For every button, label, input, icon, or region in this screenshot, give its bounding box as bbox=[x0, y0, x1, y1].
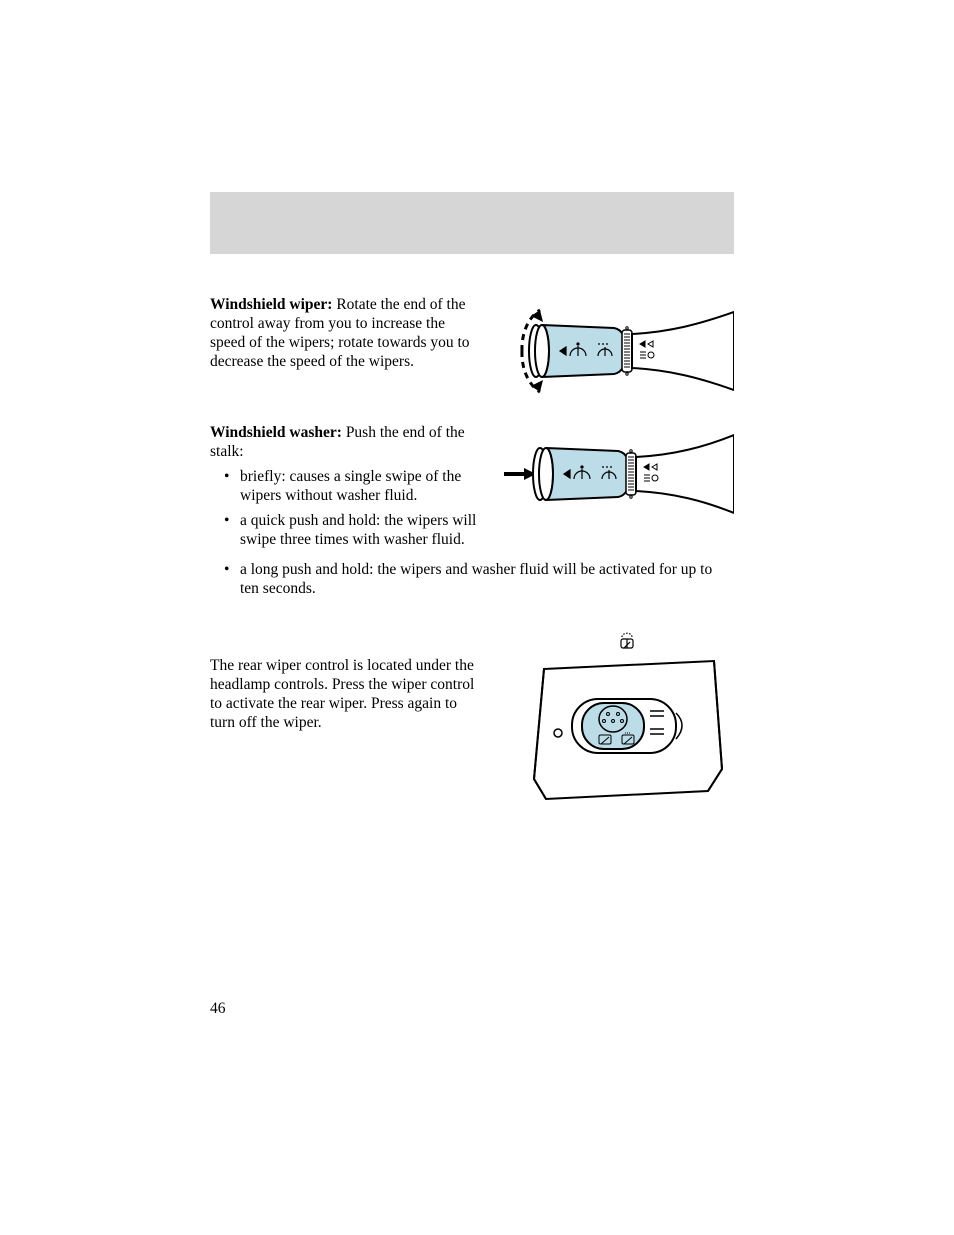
rear-para: The rear wiper control is located under … bbox=[210, 657, 480, 733]
page-number: 46 bbox=[210, 1000, 226, 1018]
header-bar bbox=[210, 192, 734, 254]
content-area: Windshield wiper: Rotate the end of the … bbox=[210, 296, 734, 837]
page: Windshield wiper: Rotate the end of the … bbox=[0, 0, 954, 1235]
wiper-figure bbox=[500, 296, 734, 406]
washer-bullet-3: a long push and hold: the wipers and was… bbox=[224, 561, 734, 599]
rear-wiper-diagram bbox=[524, 629, 734, 819]
rear-figure bbox=[500, 629, 734, 819]
washer-bullet-1: briefly: causes a single swipe of the wi… bbox=[224, 468, 480, 506]
washer-lead-bold: Windshield washer: bbox=[210, 424, 342, 441]
section-windshield-washer: Windshield washer: Push the end of the s… bbox=[210, 424, 734, 599]
wiper-text: Windshield wiper: Rotate the end of the … bbox=[210, 296, 480, 372]
section-windshield-wiper: Windshield wiper: Rotate the end of the … bbox=[210, 296, 734, 406]
washer-figure bbox=[500, 424, 734, 524]
washer-bullet-2: a quick push and hold: the wipers will s… bbox=[224, 512, 480, 550]
washer-bullets-wide: a long push and hold: the wipers and was… bbox=[224, 561, 734, 599]
rear-text: The rear wiper control is located under … bbox=[210, 629, 480, 733]
stalk-push-diagram bbox=[500, 424, 734, 524]
washer-text: Windshield washer: Push the end of the s… bbox=[210, 424, 480, 555]
washer-bullets: briefly: causes a single swipe of the wi… bbox=[224, 468, 480, 550]
stalk-rotate-diagram bbox=[500, 296, 734, 406]
section-rear-wiper: The rear wiper control is located under … bbox=[210, 629, 734, 819]
wiper-lead-bold: Windshield wiper: bbox=[210, 296, 332, 313]
